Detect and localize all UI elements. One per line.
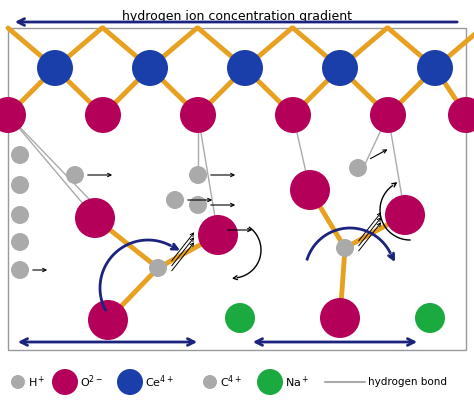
Circle shape — [320, 298, 360, 338]
Circle shape — [189, 196, 207, 214]
Bar — [8, 28, 466, 350]
Circle shape — [11, 375, 25, 389]
Circle shape — [225, 303, 255, 333]
Circle shape — [415, 303, 445, 333]
Circle shape — [370, 97, 406, 133]
Circle shape — [189, 166, 207, 184]
Circle shape — [37, 50, 73, 86]
Circle shape — [257, 369, 283, 395]
Circle shape — [11, 261, 29, 279]
Circle shape — [290, 170, 330, 210]
Circle shape — [275, 97, 311, 133]
Circle shape — [88, 300, 128, 340]
Circle shape — [11, 146, 29, 164]
Circle shape — [203, 375, 217, 389]
Text: Na$^+$: Na$^+$ — [285, 375, 310, 389]
Circle shape — [117, 369, 143, 395]
Circle shape — [11, 176, 29, 194]
Circle shape — [322, 50, 358, 86]
Circle shape — [180, 97, 216, 133]
Circle shape — [166, 191, 184, 209]
Circle shape — [417, 50, 453, 86]
Circle shape — [52, 369, 78, 395]
Circle shape — [75, 198, 115, 238]
Text: Ce$^{4+}$: Ce$^{4+}$ — [145, 374, 174, 390]
Circle shape — [11, 206, 29, 224]
Text: hydrogen ion concentration gradient: hydrogen ion concentration gradient — [122, 10, 352, 23]
Circle shape — [132, 50, 168, 86]
Text: H$^+$: H$^+$ — [28, 375, 46, 389]
Text: O$^{2-}$: O$^{2-}$ — [80, 374, 103, 390]
Circle shape — [448, 97, 474, 133]
Circle shape — [149, 259, 167, 277]
Circle shape — [85, 97, 121, 133]
Text: hydrogen bond: hydrogen bond — [368, 377, 447, 387]
Circle shape — [11, 233, 29, 251]
Circle shape — [66, 166, 84, 184]
Circle shape — [206, 221, 224, 239]
Circle shape — [385, 195, 425, 235]
Circle shape — [349, 159, 367, 177]
Text: C$^{4+}$: C$^{4+}$ — [220, 374, 242, 390]
Circle shape — [227, 50, 263, 86]
Circle shape — [198, 215, 238, 255]
Circle shape — [0, 97, 26, 133]
Circle shape — [336, 239, 354, 257]
